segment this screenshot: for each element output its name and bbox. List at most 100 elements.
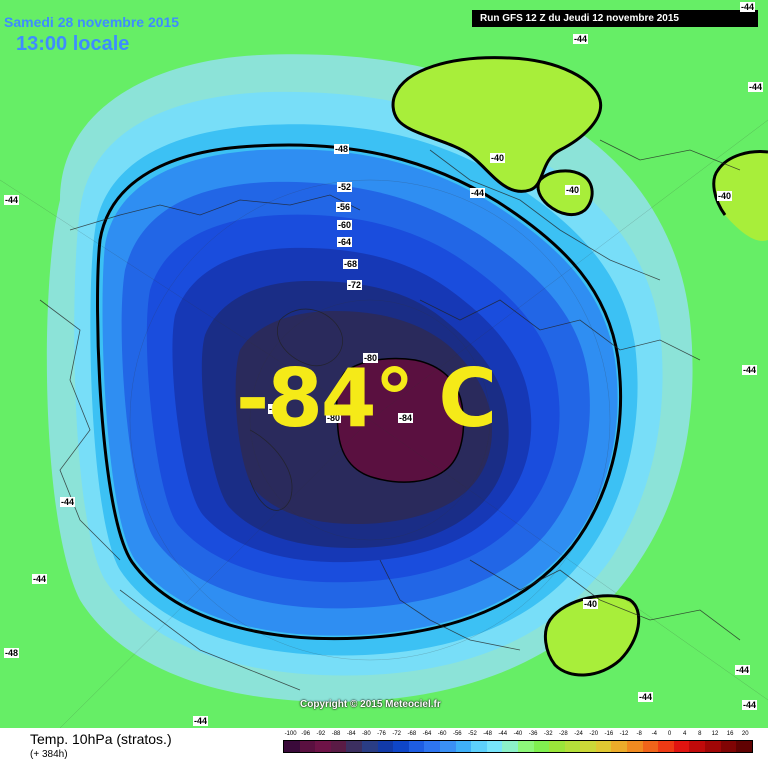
valid-date: Samedi 28 novembre 2015 <box>4 14 180 30</box>
contour-label: -44 <box>32 574 48 584</box>
legend-tick-label: 0 <box>667 731 672 737</box>
map-grid <box>0 119 768 728</box>
legend-tick-label: -20 <box>589 731 599 737</box>
legend-color-swatch <box>580 741 596 752</box>
legend-color-swatch <box>471 741 487 752</box>
legend-color-swatch <box>611 741 628 752</box>
legend-tick-label: -88 <box>331 731 341 737</box>
contour-label: -44 <box>742 365 758 375</box>
legend-tick-label: -28 <box>559 731 568 737</box>
legend-color-swatch <box>315 741 331 752</box>
contour-label: -84 <box>398 413 414 423</box>
contour-label: -80 <box>363 353 379 363</box>
legend-color-swatch <box>595 741 612 752</box>
legend-tick-label: -16 <box>604 731 614 737</box>
contour-label: -44 <box>638 692 654 702</box>
legend-color-swatch <box>533 741 550 752</box>
legend-tick-label: -64 <box>422 731 432 737</box>
legend-tick-label: -44 <box>498 731 508 737</box>
legend-tick-label: -60 <box>437 731 447 737</box>
legend-tick-label: -52 <box>468 731 477 737</box>
contour-label: -40 <box>565 185 581 195</box>
contour-label: -44 <box>60 497 76 507</box>
legend-tick-label: -4 <box>651 731 657 737</box>
legend-color-swatch <box>361 741 378 752</box>
legend-color-swatch <box>424 741 440 752</box>
legend-color-bar <box>283 740 753 753</box>
contour-label: -44 <box>193 716 209 726</box>
legend-color-swatch <box>393 741 409 752</box>
legend-color-swatch <box>455 741 472 752</box>
contour-label: -60 <box>337 220 353 230</box>
legend-color-swatch <box>517 741 534 752</box>
contour-line-minus-80 <box>335 357 465 483</box>
contour-label: -72 <box>347 280 363 290</box>
contour-label: -64 <box>337 237 353 247</box>
legend-color-swatch <box>330 741 347 752</box>
contour-label: -52 <box>337 182 353 192</box>
legend-tick-label: 12 <box>711 731 719 737</box>
chart-title: Temp. 10hPa (stratos.) <box>30 731 172 747</box>
legend-color-swatch <box>346 741 362 752</box>
legend-tick-label: 8 <box>698 731 702 737</box>
legend-color-swatch <box>642 741 659 752</box>
legend-tick-label: -36 <box>528 731 538 737</box>
legend-tick-label: -68 <box>407 731 417 737</box>
contour-label: -44 <box>748 82 764 92</box>
legend-color-swatch <box>705 741 721 752</box>
legend-color-swatch <box>486 741 503 752</box>
contour-label: -40 <box>490 153 506 163</box>
contour-label: -68 <box>343 259 359 269</box>
contour-label: -56 <box>336 202 352 212</box>
minimum-temperature-annotation: -84° C <box>236 352 497 445</box>
legend-color-swatch <box>564 741 581 752</box>
legend-color-swatch <box>736 741 752 752</box>
legend-tick-label: -48 <box>483 731 492 737</box>
coastlines <box>39 139 741 691</box>
legend-tick-label: -40 <box>513 731 523 737</box>
legend-color-swatch <box>549 741 565 752</box>
legend-color-swatch <box>377 741 394 752</box>
zone-minus-40-northeast <box>713 151 768 241</box>
legend-color-swatch <box>284 741 300 752</box>
contour-label: -44 <box>4 195 20 205</box>
contour-line-minus-60 <box>96 143 623 641</box>
legend-tick-label: -32 <box>543 731 553 737</box>
legend-tick-label: 20 <box>741 731 749 737</box>
legend-tick-labels: -100 -96 -92 -88 -84 -80 -76 -72 -68 -64 -60 -56 -52… <box>283 731 753 740</box>
legend-tick-label: -84 <box>346 731 356 737</box>
contour-label: -44 <box>573 34 589 44</box>
legend-tick-label: -8 <box>636 731 642 737</box>
legend-color-swatch <box>408 741 425 752</box>
legend-tick-label: -96 <box>301 731 311 737</box>
legend-tick-label: -100 <box>284 731 297 737</box>
legend-color-swatch <box>502 741 518 752</box>
legend-color-swatch <box>673 741 690 752</box>
legend-tick-label: -76 <box>377 731 386 737</box>
footer: Temp. 10hPa (stratos.) (+ 384h) -100 -96-… <box>0 728 768 768</box>
copyright-text: Copyright © 2015 Meteociel.fr <box>300 699 441 710</box>
temperature-map <box>0 0 768 728</box>
contour-label: -76 <box>268 404 284 414</box>
valid-time: 13:00 locale <box>16 33 130 55</box>
legend-color-swatch <box>689 741 706 752</box>
legend-tick-label: -92 <box>316 731 326 737</box>
legend-tick-label: -24 <box>574 731 583 737</box>
legend-color-swatch <box>658 741 674 752</box>
legend-tick-label: 16 <box>726 731 734 737</box>
run-info: Run GFS 12 Z du Jeudi 12 novembre 2015 <box>472 10 758 27</box>
legend-tick-label: -12 <box>619 731 629 737</box>
map-area: Samedi 28 novembre 2015 13:00 locale Run… <box>0 0 768 728</box>
contour-line-minus-40-b <box>712 150 768 216</box>
legend-tick-label: 4 <box>682 731 687 737</box>
contour-label: -80 <box>326 413 342 423</box>
contour-label: -40 <box>717 191 733 201</box>
legend-color-swatch <box>627 741 643 752</box>
contour-label: -44 <box>742 700 758 710</box>
contour-label: -44 <box>740 2 756 12</box>
contour-label: -44 <box>470 188 486 198</box>
legend-color-swatch <box>720 741 737 752</box>
legend-tick-label: -72 <box>392 731 401 737</box>
contour-line-minus-40-d <box>543 594 641 677</box>
color-scale-legend: -100 -96 -92 -88 -84 -80 -76 -72 -68 -64 -60 -56 -52… <box>283 731 753 753</box>
